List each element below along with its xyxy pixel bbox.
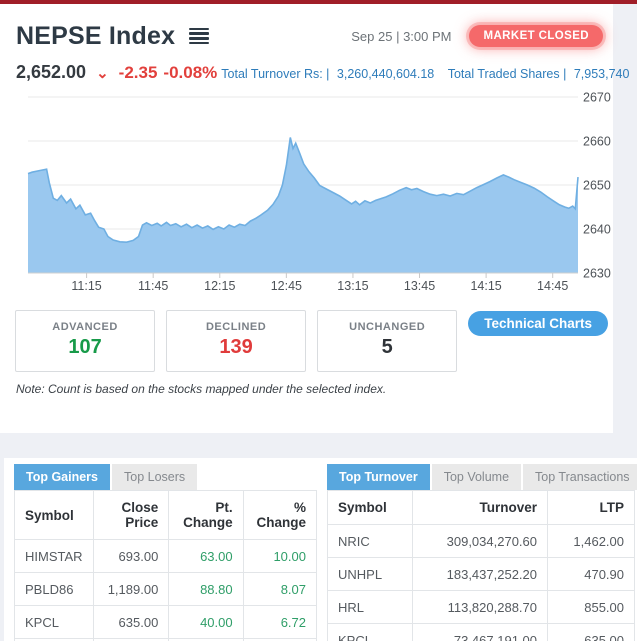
table-row[interactable]: HIMSTAR 693.00 63.00 10.00 (14, 539, 318, 573)
turnover-column-header: Turnover (411, 490, 549, 525)
index-point-change: -2.35 (118, 63, 158, 82)
change-cell: 6.29 (242, 638, 318, 641)
table-row[interactable]: KPCL 635.00 40.00 6.72 (14, 605, 318, 639)
y-axis-tick-label: 2660 (583, 135, 611, 149)
ltp-cell: 855.00 (547, 590, 635, 624)
top-gainers-panel: Top Gainers Top Losers Symbol Close Price P… (14, 464, 318, 641)
traded-shares-label: Total Traded Shares | (447, 67, 567, 81)
change-cell: 8.07 (242, 572, 318, 606)
y-axis-tick-label: 2640 (583, 223, 611, 237)
symbol-cell: KPCL (14, 605, 94, 639)
symbol-column-header: Symbol (14, 490, 94, 540)
x-axis-tick-label: 13:45 (404, 279, 435, 293)
x-axis-tick-label: 11:15 (71, 279, 101, 293)
tab-top-losers[interactable]: Top Losers (112, 464, 198, 490)
tab-top-transactions[interactable]: Top Transactions (523, 464, 637, 490)
unchanged-box: UNCHANGED 5 (317, 310, 458, 372)
close-price-cell: 693.00 (92, 539, 170, 573)
market-datetime: Sep 25 | 3:00 PM (351, 28, 452, 44)
turnover-cell: 73,467,191.00 (411, 623, 549, 641)
symbol-cell: NRIC (327, 524, 413, 558)
x-axis-tick-label: 12:15 (204, 279, 235, 293)
x-axis-tick-label: 11:45 (138, 279, 168, 293)
x-axis-tick-label: 14:45 (537, 279, 568, 293)
unchanged-value: 5 (381, 336, 393, 358)
advanced-box: ADVANCED 107 (15, 310, 156, 372)
declined-label: DECLINED (205, 321, 267, 333)
market-status-badge: MARKET CLOSED (469, 25, 603, 47)
table-row[interactable]: GLBSL2,230.00132.006.29 (14, 638, 318, 641)
total-turnover-label: Total Turnover Rs: | (221, 67, 330, 81)
pt-change-cell: 63.00 (168, 539, 244, 573)
tab-top-volume[interactable]: Top Volume (431, 464, 522, 490)
x-axis-tick-label: 14:15 (470, 279, 501, 293)
ltp-cell: 635.00 (547, 623, 635, 641)
x-axis-tick-label: 12:45 (271, 279, 302, 293)
table-row[interactable]: KPCL 73,467,191.00 635.00 (327, 623, 635, 641)
table-header-row: Symbol Turnover LTP (327, 490, 635, 525)
pt-change-cell: 88.80 (168, 572, 244, 606)
symbol-cell: KPCL (327, 623, 413, 641)
chevron-down-icon: ⌄ (96, 65, 109, 82)
total-turnover-value: 3,260,440,604.18 (336, 67, 435, 81)
ltp-column-header: LTP (547, 490, 635, 525)
change-cell: 10.00 (242, 539, 318, 573)
y-axis-tick-label: 2670 (583, 91, 611, 105)
declined-box: DECLINED 139 (166, 310, 307, 372)
pt-change-column-header: Pt. Change (168, 490, 244, 540)
advanced-label: ADVANCED (52, 321, 118, 333)
close-price-cell: 1,189.00 (92, 572, 170, 606)
area-fill (28, 137, 578, 273)
table-row[interactable]: UNHPL 183,437,252.20 470.90 (327, 557, 635, 591)
page-title: NEPSE Index (16, 21, 176, 50)
x-axis-tick-label: 13:15 (337, 279, 368, 293)
turnover-cell: 113,820,288.70 (411, 590, 549, 624)
advanced-value: 107 (68, 336, 102, 358)
header-row: NEPSE Index Sep 25 | 3:00 PM MARKET CLOS… (16, 18, 603, 54)
table-row[interactable]: HRL 113,820,288.70 855.00 (327, 590, 635, 624)
index-note: Note: Count is based on the stocks mappe… (16, 382, 387, 396)
market-movers-section: Top Gainers Top Losers Symbol Close Price P… (4, 458, 637, 641)
y-axis-tick-label: 2630 (583, 267, 611, 281)
turnover-cell: 309,034,270.60 (411, 524, 549, 558)
gainers-table: Symbol Close Price Pt. Change% Change HIMST… (14, 490, 318, 641)
turnover-table: Symbol Turnover LTP NRIC 309,034,270.60 1,462… (327, 490, 635, 641)
technical-charts-button[interactable]: Technical Charts (468, 311, 608, 336)
symbol-column-header: Symbol (327, 490, 413, 525)
ltp-cell: 470.90 (547, 557, 635, 591)
gainers-tabs: Top Gainers Top Losers (14, 464, 317, 490)
change-cell: 6.72 (242, 605, 318, 639)
index-value-row: 2,652.00 ⌄ -2.35 -0.08% Total Turnover R… (16, 62, 629, 83)
unchanged-label: UNCHANGED (349, 321, 426, 333)
top-accent-bar (0, 0, 637, 4)
symbol-cell: HIMSTAR (14, 539, 94, 573)
declined-value: 139 (219, 336, 253, 358)
index-line (27, 137, 579, 244)
symbol-cell: HRL (327, 590, 413, 624)
index-value: 2,652.00 (16, 62, 87, 82)
traded-shares-value: 7,953,740 (573, 67, 630, 81)
ltp-cell: 1,462.00 (547, 524, 635, 558)
symbol-cell: PBLD86 (14, 572, 94, 606)
table-header-row: Symbol Close Price Pt. Change% Change (14, 490, 318, 540)
market-totals: Total Turnover Rs: | 3,260,440,604.18 To… (217, 67, 629, 81)
close-price-column-header: Close Price (92, 490, 170, 540)
tab-top-turnover[interactable]: Top Turnover (327, 464, 430, 490)
intraday-area-chart: 2630 2640 2650 2660 2670 11:15 11:45 12:15 12:45… (0, 88, 613, 298)
table-row[interactable]: NRIC 309,034,270.60 1,462.00 (327, 524, 635, 558)
turnover-tabs: Top Turnover Top Volume Top Transactions (327, 464, 637, 490)
market-breadth-row: ADVANCED 107 DECLINED 139 UNCHANGED 5 Te… (15, 310, 608, 372)
table-row[interactable]: PBLD86 1,189.00 88.80 8.07 (14, 572, 318, 606)
index-percent-change: -0.08% (163, 63, 218, 82)
pt-change-cell: 40.00 (168, 605, 244, 639)
index-summary-card: NEPSE Index Sep 25 | 3:00 PM MARKET CLOS… (0, 4, 629, 433)
tab-top-gainers[interactable]: Top Gainers (14, 464, 111, 490)
top-turnover-panel: Top Turnover Top Volume Top Transactions S… (327, 464, 637, 641)
y-axis-tick-label: 2650 (583, 179, 611, 193)
menu-icon[interactable] (189, 27, 210, 45)
turnover-cell: 183,437,252.20 (411, 557, 549, 591)
close-price-cell: 635.00 (92, 605, 170, 639)
change-column-header: % Change (242, 490, 318, 540)
symbol-cell: UNHPL (327, 557, 413, 591)
